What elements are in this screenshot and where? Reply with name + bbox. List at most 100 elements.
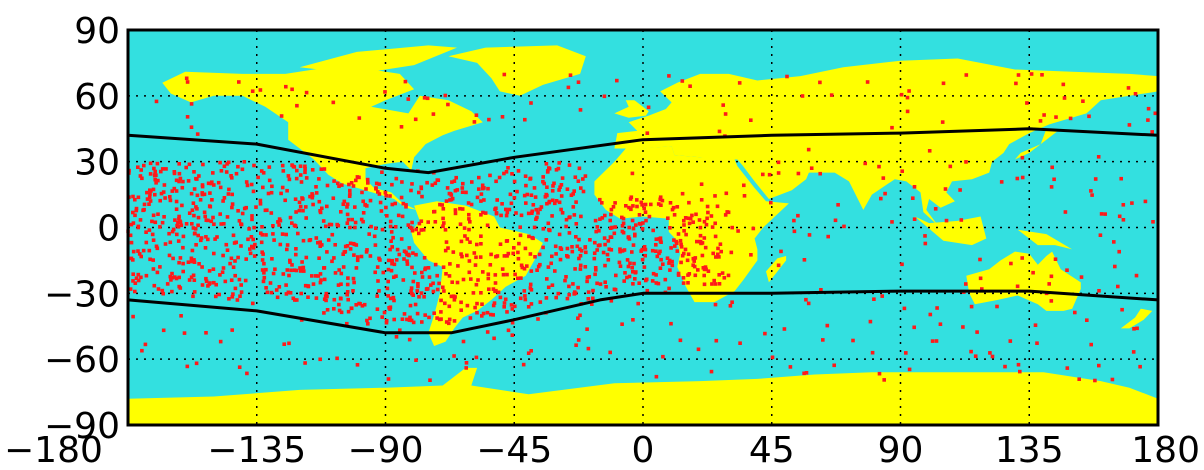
data-point [726,210,731,215]
data-point [637,281,641,285]
data-point [579,214,583,219]
data-point [565,187,570,191]
data-point [195,177,199,181]
data-point [195,132,200,136]
data-point [576,80,581,84]
data-point [502,254,507,258]
x-tick-label: −180 [4,430,103,470]
data-point [168,195,172,199]
data-point [730,300,734,304]
data-point [252,225,256,230]
data-point [212,280,216,285]
data-point [437,281,441,286]
data-point [288,215,293,220]
data-point [150,232,155,237]
data-point [187,162,192,167]
data-point [390,258,394,263]
madagascar-landmass [766,256,787,283]
data-point [300,266,304,271]
data-point [397,252,402,257]
data-point [239,290,244,294]
data-point [447,317,452,322]
data-point [325,204,329,209]
data-point [268,281,273,285]
data-point [506,251,511,256]
data-point [705,216,709,221]
data-point [420,194,424,199]
data-point [290,87,294,92]
data-point [536,317,540,321]
data-point [630,265,634,270]
data-point [365,318,369,323]
data-point [236,255,240,260]
data-point [475,195,480,200]
data-point [420,275,425,279]
data-point [354,303,358,307]
data-point [264,286,268,290]
data-point [554,252,558,256]
data-point [603,263,607,268]
data-point [380,227,385,232]
data-point [443,248,448,253]
data-point [190,208,195,212]
data-point [407,337,412,342]
data-point [453,208,458,212]
data-point [796,213,800,218]
data-point [661,262,665,266]
data-point [553,201,557,206]
data-point [340,183,344,187]
data-point [1121,218,1126,222]
data-point [364,187,368,191]
data-point [410,182,414,186]
data-point [524,183,528,188]
data-point [148,199,153,203]
data-point [408,315,412,320]
data-point [408,225,413,230]
data-point [643,210,648,214]
data-point [405,262,410,266]
data-point [702,236,707,240]
data-point [386,294,390,298]
data-point [322,311,326,315]
data-point [591,296,595,301]
data-point [394,176,399,181]
data-point [325,183,330,188]
data-point [560,211,565,215]
data-point [779,249,783,254]
data-point [235,298,240,302]
data-point [227,297,231,301]
data-point [698,233,703,238]
data-point [144,230,148,234]
data-point [189,102,194,106]
data-point [691,256,696,261]
data-point [501,272,506,277]
data-point [341,252,345,256]
data-point [390,202,395,207]
data-point [253,242,257,247]
data-point [180,185,185,190]
data-point [294,176,299,181]
data-point [185,80,190,84]
data-point [516,169,521,173]
data-point [658,197,662,202]
data-point [485,310,490,315]
data-point [187,211,192,215]
data-point [557,161,561,165]
data-point [450,196,455,201]
data-point [299,180,304,184]
data-point [293,224,298,228]
data-point [399,195,404,200]
data-point [523,294,527,298]
data-point [522,289,527,293]
data-point [405,252,409,257]
data-point [390,245,394,249]
data-point [460,190,465,194]
data-point [196,223,200,228]
data-point [427,315,431,320]
data-point [503,297,508,302]
data-point [1042,113,1046,117]
data-point [485,330,490,334]
data-point [230,328,234,332]
data-point [322,167,327,171]
data-point [384,194,388,198]
